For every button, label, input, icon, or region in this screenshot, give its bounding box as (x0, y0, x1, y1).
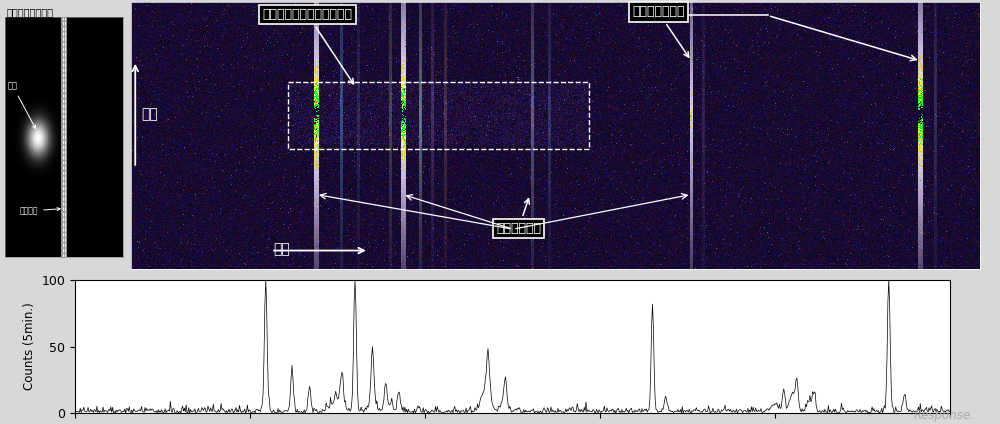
Text: 木星磁気圏の光: 木星磁気圏の光 (632, 6, 689, 57)
Text: 空間: 空間 (141, 107, 158, 121)
Text: Response.: Response. (914, 409, 975, 422)
Text: 地球大気の光: 地球大気の光 (496, 199, 541, 235)
Text: 波長: 波長 (274, 243, 290, 257)
Text: スリット: スリット (20, 206, 60, 215)
Text: 木星: 木星 (8, 82, 36, 128)
Text: ガイドカメラ画像: ガイドカメラ画像 (7, 7, 54, 17)
Text: 木星の光（オーロラ含む）: 木星の光（オーロラ含む） (263, 8, 354, 84)
Bar (288, 82, 589, 149)
Y-axis label: Counts (5min.): Counts (5min.) (23, 303, 36, 391)
